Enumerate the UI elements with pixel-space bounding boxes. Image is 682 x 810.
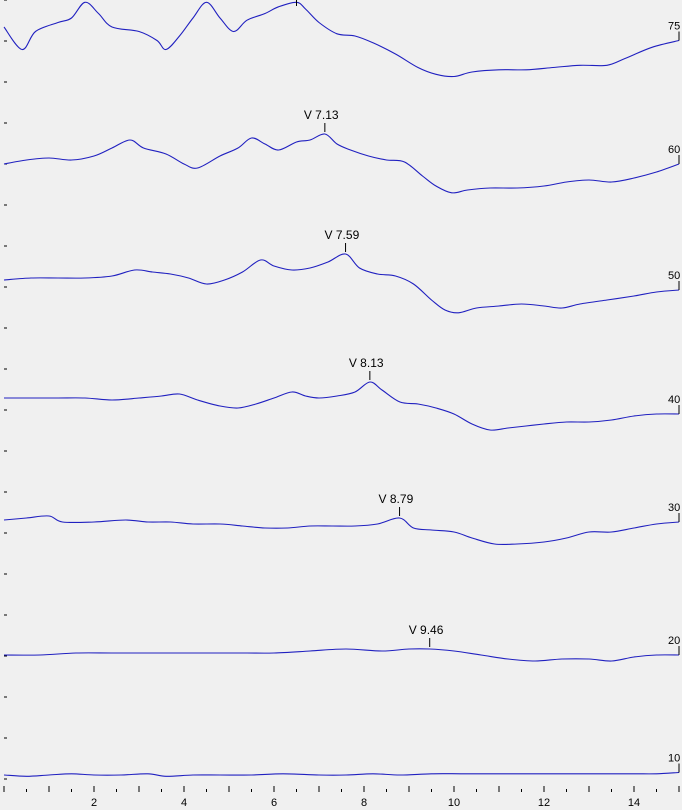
level-label-30: 30: [668, 502, 680, 514]
trace-40: [4, 381, 680, 431]
x-tick-label: 12: [538, 797, 550, 809]
x-axis: 2 4 6 8 10 12 14: [3, 786, 680, 809]
x-tick-label: 4: [181, 797, 187, 809]
trace-10: [3, 771, 680, 777]
level-label-10: 10: [668, 753, 680, 765]
peak-label-30: V 8.79: [379, 492, 414, 506]
x-tick-label: 10: [448, 797, 460, 809]
traces-layer: [3, 1, 680, 777]
peak-label-50: V 7.59: [325, 228, 360, 242]
x-tick-label: 2: [91, 797, 97, 809]
trace-20: [3, 648, 680, 662]
level-label-75: 75: [668, 21, 680, 33]
trace-30: [3, 515, 680, 546]
level-label-40: 40: [668, 394, 680, 406]
peak-label-40: V 8.13: [349, 356, 384, 370]
peak-label-60: V 7.13: [304, 108, 339, 122]
level-label-20: 20: [668, 635, 680, 647]
trace-60: [3, 133, 680, 194]
peak-label-20: V 9.46: [409, 623, 444, 637]
level-label-60: 60: [668, 144, 680, 156]
trace-75: [3, 1, 680, 78]
left-axis-ticks: [4, 0, 7, 780]
x-tick-label: 8: [361, 797, 367, 809]
x-tick-label: 6: [271, 797, 277, 809]
labels-layer: 75 60 V 7.13 50 V 7.59 40 V 8.13 30 V 8.79 20 V 9.…: [296, 0, 680, 773]
level-label-50: 50: [668, 270, 680, 282]
trace-50: [3, 253, 680, 314]
x-tick-label: 14: [628, 797, 640, 809]
